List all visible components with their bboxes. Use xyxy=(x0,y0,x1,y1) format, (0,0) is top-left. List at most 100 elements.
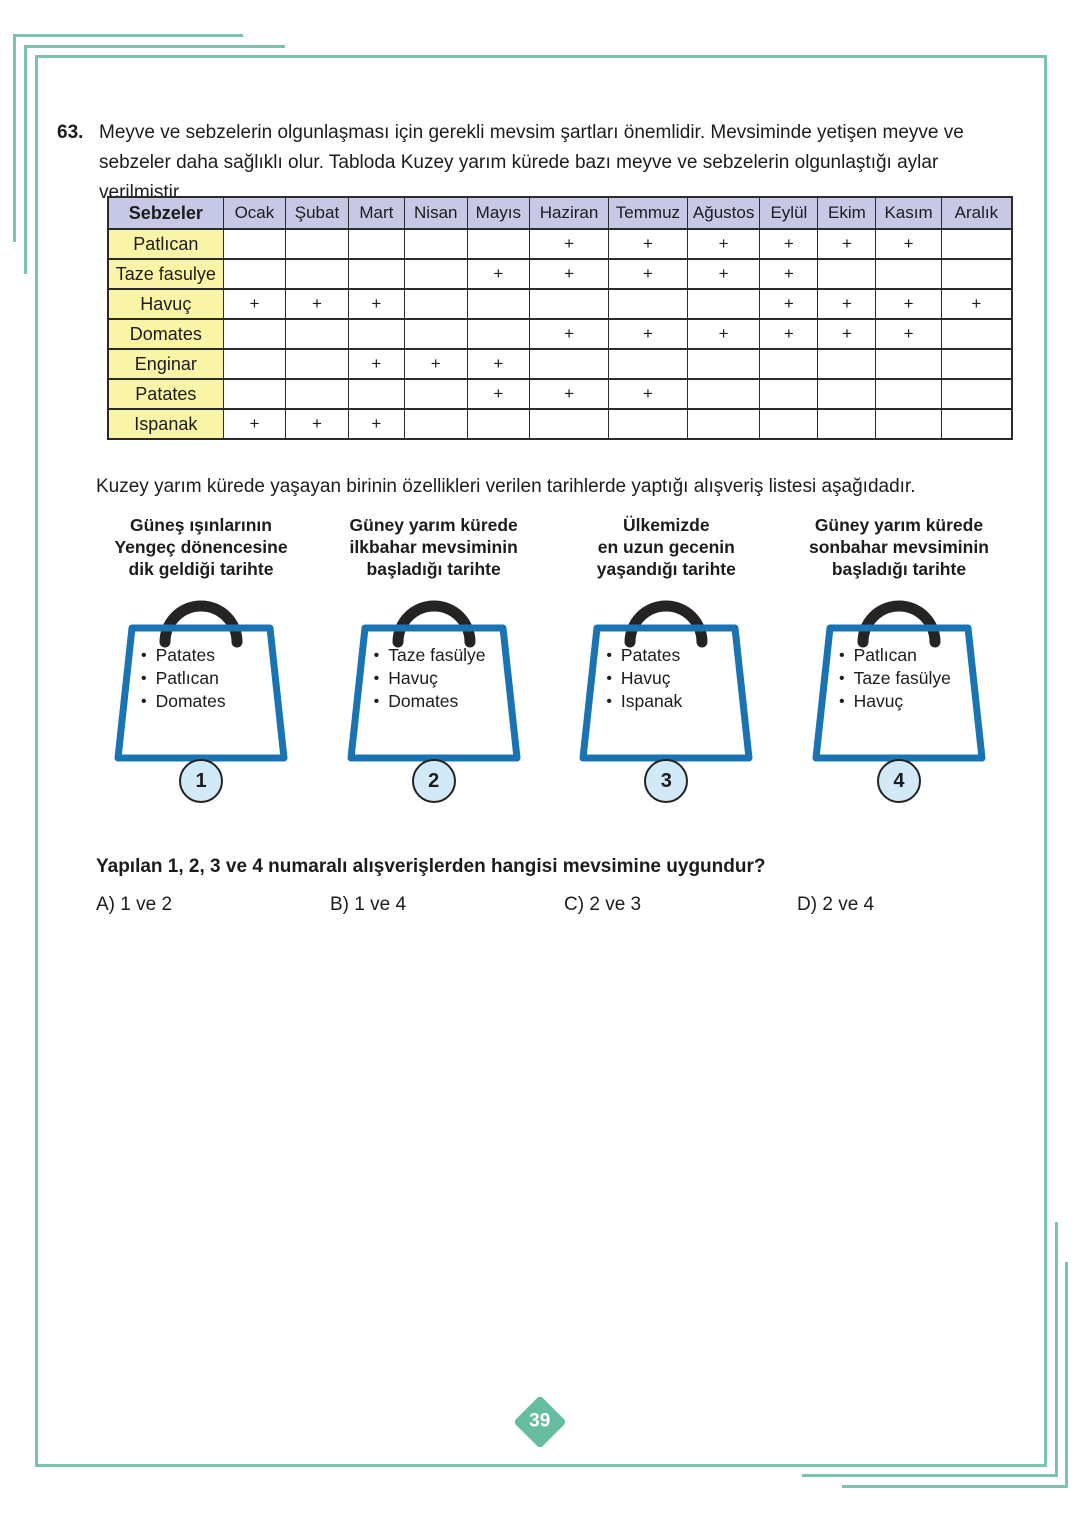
empty-cell xyxy=(347,258,405,290)
empty-cell xyxy=(285,348,349,380)
bag-2-title-line: Güney yarım kürede xyxy=(349,515,518,535)
empty-cell xyxy=(222,228,287,260)
empty-cell xyxy=(940,408,1013,440)
choice-c[interactable]: C) 2 ve 3 xyxy=(564,894,642,915)
ripening-mark-cell: + xyxy=(222,408,287,440)
bag-3-title-line: en uzun gecenin xyxy=(597,537,735,557)
ripening-mark-cell: + xyxy=(347,288,405,320)
question-intro-text: Meyve ve sebzelerin olgunlaşması için ge… xyxy=(99,122,964,203)
empty-cell xyxy=(875,378,942,410)
empty-cell xyxy=(607,408,688,440)
ripening-mark-cell: + xyxy=(607,258,688,290)
choice-b[interactable]: B) 1 ve 4 xyxy=(330,894,407,915)
bag-outline-icon xyxy=(812,600,986,762)
list-item: • Havuç xyxy=(606,668,671,688)
empty-cell xyxy=(529,408,609,440)
empty-cell xyxy=(222,378,287,410)
vegetable-label: Havuç xyxy=(107,288,224,320)
table-header-month: Aralık xyxy=(940,196,1013,230)
ripening-mark-cell: + xyxy=(607,318,688,350)
bag-2-title-line: başladığı tarihte xyxy=(366,559,501,579)
ripening-mark-cell: + xyxy=(347,408,405,440)
table-row: Domates + + + + + + xyxy=(107,318,1013,350)
table-header-month: Nisan xyxy=(403,196,468,230)
ripening-mark-cell: + xyxy=(403,348,468,380)
bullet-icon: • xyxy=(141,647,147,664)
bag-1-title: Güneş ışınlarının Yengeç dönencesine dik… xyxy=(114,514,287,580)
bag-body-icon xyxy=(114,624,288,762)
empty-cell xyxy=(466,318,531,350)
shopping-list-intro: Kuzey yarım kürede yaşayan birinin özell… xyxy=(96,476,916,497)
bag-1-items: • Patates • Patlıcan • Domates xyxy=(141,644,291,713)
table-row: Enginar + + + xyxy=(107,348,1013,380)
bag-3-title-line: yaşandığı tarihte xyxy=(596,559,736,579)
empty-cell xyxy=(347,228,405,260)
empty-cell xyxy=(817,348,877,380)
ripening-mark-cell: + xyxy=(817,288,877,320)
list-item: • Domates xyxy=(373,691,459,711)
empty-cell xyxy=(222,318,287,350)
vegetable-label: Patlıcan xyxy=(107,228,224,260)
list-item: • Patates xyxy=(141,645,215,665)
choice-a[interactable]: A) 1 ve 2 xyxy=(96,894,173,915)
page-frame-bottom-outer xyxy=(842,1262,1068,1488)
table-header-month: Mart xyxy=(347,196,405,230)
page-frame-back-outer xyxy=(13,34,243,242)
ripening-mark-cell: + xyxy=(875,228,942,260)
bullet-icon: • xyxy=(373,670,380,687)
empty-cell xyxy=(285,318,349,350)
empty-cell xyxy=(817,378,877,410)
empty-cell xyxy=(875,348,942,380)
bag-outline-icon xyxy=(114,600,288,762)
bullet-icon: • xyxy=(373,693,380,710)
table-header-month: Ağustos xyxy=(686,196,761,230)
table-header-month: Ocak xyxy=(222,196,287,230)
bag-handle-icon xyxy=(392,600,476,648)
vegetable-label: Patates xyxy=(107,378,224,410)
ripening-mark-cell: + xyxy=(529,378,609,410)
table-header-vegetables: Sebzeler xyxy=(107,196,224,230)
bag-1-number-badge: 1 xyxy=(179,759,223,803)
empty-cell xyxy=(222,348,287,380)
bag-4-title-line: başladığı tarihte xyxy=(831,559,967,579)
bullet-icon: • xyxy=(373,647,380,664)
ripening-mark-cell: + xyxy=(529,318,609,350)
empty-cell xyxy=(817,258,877,290)
shopping-bag-2: Güney yarım kürede ilkbahar mevsiminin b… xyxy=(327,514,541,803)
shopping-bag-icon: • Taze fasülye • Havuç • Domates xyxy=(334,590,534,770)
empty-cell xyxy=(222,258,287,290)
empty-cell xyxy=(759,378,819,410)
list-item: • Havuç xyxy=(838,691,904,711)
empty-cell xyxy=(347,378,405,410)
answer-choices: A) 1 ve 2 B) 1 ve 4 C) 2 ve 3 D) 2 ve 4 xyxy=(96,894,1006,916)
page-frame-bottom-inner xyxy=(802,1222,1058,1477)
bag-1-title-line: Yengeç dönencesine xyxy=(114,537,288,557)
empty-cell xyxy=(940,378,1013,410)
ripening-mark-cell: + xyxy=(466,258,531,290)
ripening-mark-cell: + xyxy=(607,378,688,410)
table-row: Taze fasulye + + + + + xyxy=(107,258,1013,290)
question-number: 63. xyxy=(57,122,84,143)
bag-outline-icon xyxy=(579,600,753,762)
ripening-mark-cell: + xyxy=(607,228,688,260)
ripening-table: Sebzeler Ocak Şubat Mart Nisan Mayıs Haziran Te… xyxy=(107,196,1013,440)
bag-4-number-badge: 4 xyxy=(876,759,921,803)
empty-cell xyxy=(686,348,761,380)
page-frame-back-inner xyxy=(24,45,285,274)
ripening-mark-cell: + xyxy=(759,318,819,350)
question-prompt: Yapılan 1, 2, 3 ve 4 numaralı alışverişl… xyxy=(96,856,766,877)
bullet-icon: • xyxy=(606,647,612,664)
vegetable-label: Enginar xyxy=(107,348,224,380)
empty-cell xyxy=(403,408,468,440)
ripening-mark-cell: + xyxy=(466,378,531,410)
choice-d[interactable]: D) 2 ve 4 xyxy=(797,894,875,915)
empty-cell xyxy=(403,228,468,260)
ripening-mark-cell: + xyxy=(347,348,405,380)
empty-cell xyxy=(759,348,819,380)
table-header-month: Eylül xyxy=(759,196,819,230)
empty-cell xyxy=(285,228,349,260)
bullet-icon: • xyxy=(141,670,147,687)
bag-2-items: • Taze fasülye • Havuç • Domates xyxy=(374,644,524,713)
bag-handle-icon xyxy=(857,600,941,648)
table-row: Havuç + + + + + + + xyxy=(107,288,1013,320)
